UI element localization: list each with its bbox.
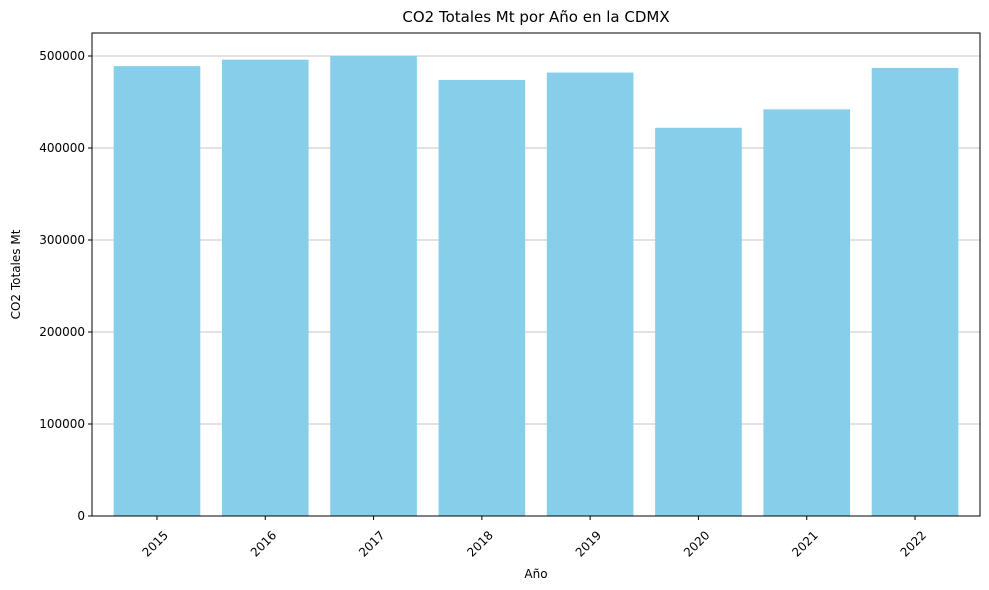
y-tick-label-5: 500000 bbox=[39, 49, 85, 63]
bar-2020 bbox=[655, 127, 742, 516]
x-tick-label-2022: 2022 bbox=[898, 528, 929, 559]
x-axis-label: Año bbox=[524, 567, 547, 581]
x-tick-label-2020: 2020 bbox=[681, 528, 712, 559]
bar-2016 bbox=[221, 59, 309, 517]
y-tick-label-0: 0 bbox=[77, 509, 85, 523]
bar-2019 bbox=[546, 72, 634, 516]
bar-2021 bbox=[763, 109, 851, 517]
x-tick-label-2015: 2015 bbox=[140, 528, 171, 559]
y-tick-label-3: 300000 bbox=[39, 233, 85, 247]
bar-2017 bbox=[330, 56, 417, 516]
chart-title: CO2 Totales Mt por Año en la CDMX bbox=[402, 8, 669, 26]
x-tick-label-2021: 2021 bbox=[789, 528, 820, 559]
plot-frame bbox=[91, 32, 981, 517]
y-axis-ticks: 0 100000 200000 300000 400000 500000 bbox=[39, 49, 92, 523]
x-tick-label-2016: 2016 bbox=[248, 528, 279, 559]
bar-2015 bbox=[113, 66, 201, 517]
x-tick-label-2018: 2018 bbox=[464, 528, 495, 559]
bar-2022 bbox=[871, 67, 959, 517]
y-tick-label-4: 400000 bbox=[39, 141, 85, 155]
y-axis-label: CO2 Totales Mt bbox=[9, 229, 23, 319]
y-tick-label-1: 100000 bbox=[39, 417, 85, 431]
x-axis-ticks: 2015 2016 2017 2018 2019 2020 2021 2022 bbox=[140, 516, 929, 560]
bars bbox=[113, 56, 959, 517]
y-tick-label-2: 200000 bbox=[39, 325, 85, 339]
bar-2018 bbox=[438, 79, 526, 517]
x-tick-label-2017: 2017 bbox=[356, 528, 387, 559]
x-tick-label-2019: 2019 bbox=[573, 528, 604, 559]
